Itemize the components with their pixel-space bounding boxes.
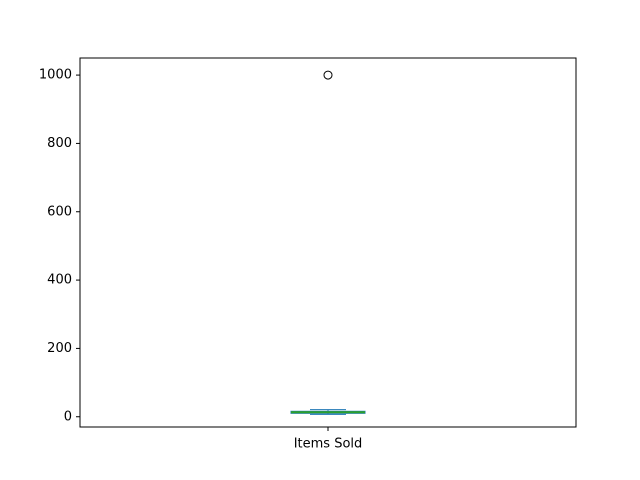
y-axis: 0 200 400 600 800 1000 xyxy=(39,68,80,424)
x-axis: Items Sold xyxy=(294,427,363,452)
y-tick-label: 1000 xyxy=(39,68,72,83)
y-tick-label: 400 xyxy=(47,273,72,288)
outlier-point xyxy=(323,70,333,80)
y-tick-label: 0 xyxy=(64,409,72,424)
x-tick-label: Items Sold xyxy=(294,437,363,452)
y-tick-label: 600 xyxy=(47,204,72,219)
box-marks xyxy=(290,70,366,415)
plot-area xyxy=(79,57,577,428)
y-tick-label: 800 xyxy=(47,136,72,151)
y-tick-label: 200 xyxy=(47,341,72,356)
